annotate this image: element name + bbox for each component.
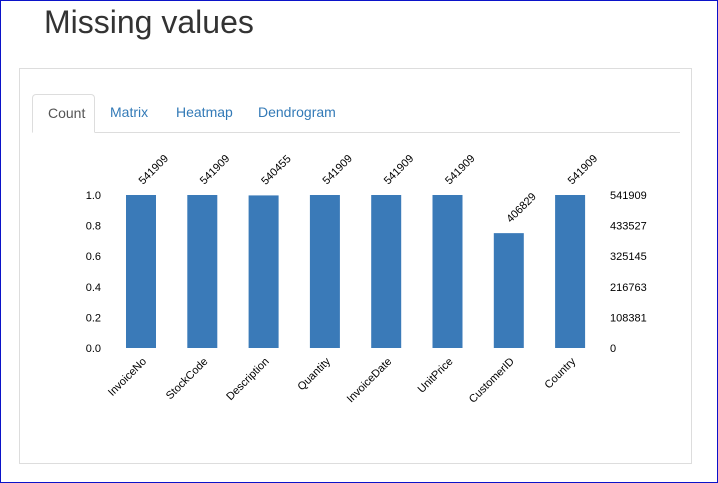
left-axis-tick-label: 0.8 — [86, 221, 101, 233]
bar-value-label: 541909 — [321, 153, 355, 187]
bar — [432, 195, 463, 348]
right-axis-tick-label: 433527 — [610, 221, 647, 233]
tab-count[interactable]: Count — [32, 94, 95, 133]
category-label: UnitPrice — [416, 356, 456, 396]
left-axis-tick-label: 0.4 — [86, 282, 101, 294]
bar-value-label: 406829 — [504, 191, 538, 225]
right-axis-tick-label: 108381 — [610, 312, 647, 324]
bar-value-label: 541909 — [382, 153, 416, 187]
right-axis-tick-label: 0 — [610, 343, 616, 355]
bar — [248, 195, 279, 348]
left-axis-tick-label: 0.6 — [86, 251, 101, 263]
bar — [371, 195, 402, 348]
category-label: Country — [542, 355, 578, 391]
tab-bar: Count Matrix Heatmap Dendrogram — [32, 94, 680, 133]
category-label: CustomerID — [467, 356, 517, 406]
bar-value-label: 541909 — [566, 153, 600, 187]
bar — [187, 195, 218, 348]
tab-heatmap[interactable]: Heatmap — [176, 104, 233, 120]
right-axis-tick-label: 216763 — [610, 282, 647, 294]
category-label: Quantity — [296, 355, 334, 393]
category-label: InvoiceDate — [345, 356, 395, 406]
tab-matrix[interactable]: Matrix — [110, 104, 149, 120]
page-title: Missing values — [44, 4, 254, 40]
category-label: Description — [224, 356, 271, 403]
bar-value-label: 541909 — [443, 153, 477, 187]
bar — [493, 233, 524, 348]
right-axis-tick-label: 541909 — [610, 190, 647, 202]
bar — [309, 195, 340, 348]
left-axis-tick-label: 0.2 — [86, 312, 101, 324]
bar-value-label: 541909 — [137, 153, 171, 187]
bar — [126, 195, 156, 348]
tab-dendrogram[interactable]: Dendrogram — [258, 104, 336, 120]
left-axis-tick-label: 1.0 — [86, 190, 101, 202]
bar-value-label: 541909 — [198, 153, 232, 187]
category-label: InvoiceNo — [106, 356, 149, 399]
bar-value-label: 540455 — [259, 153, 293, 187]
bar — [555, 195, 586, 348]
left-axis-tick-label: 0.0 — [86, 343, 101, 355]
right-axis-tick-label: 325145 — [610, 251, 647, 263]
category-label: StockCode — [164, 356, 211, 403]
